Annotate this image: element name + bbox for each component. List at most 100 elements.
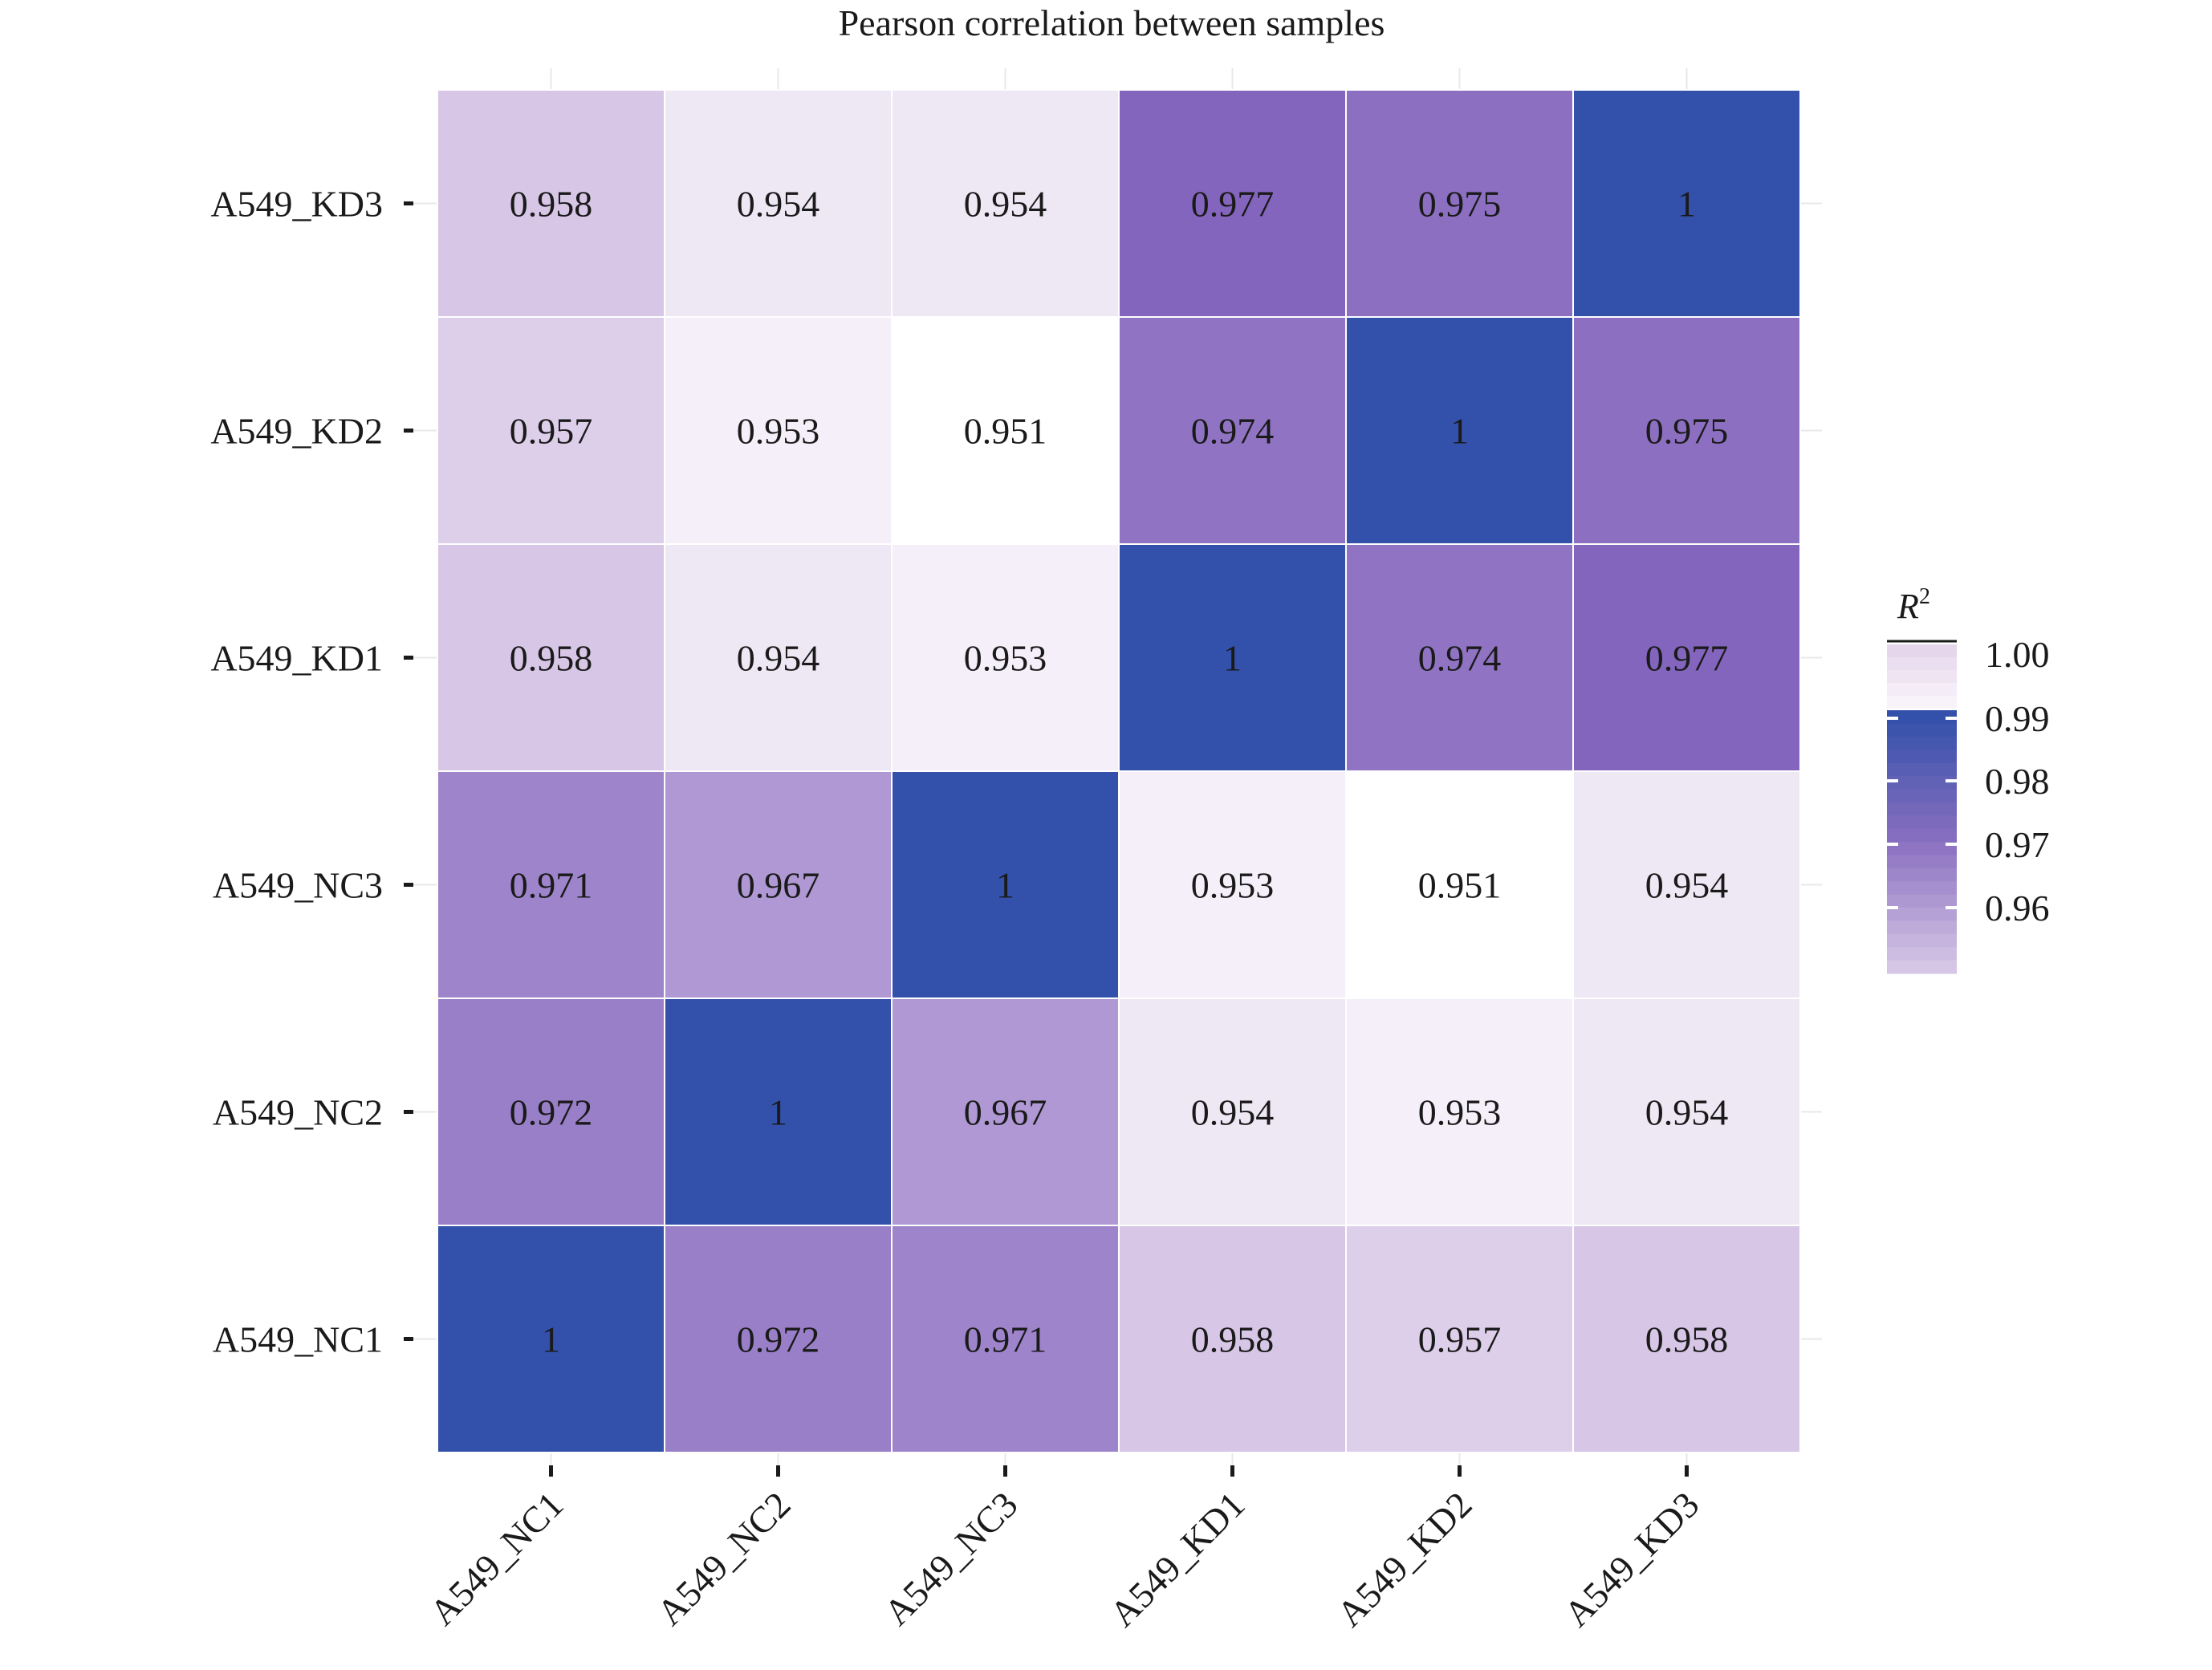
cell-value-label: 1 <box>1223 638 1242 679</box>
cell-value-label: 0.954 <box>737 184 820 225</box>
legend-color-step <box>1887 894 1957 908</box>
y-tick-label: A549_NC2 <box>213 1092 383 1133</box>
cell-value-label: 0.971 <box>510 865 593 906</box>
cell-value-label: 0.953 <box>1418 1092 1502 1133</box>
legend-tick-label: 1.00 <box>1985 634 2050 675</box>
legend-tick-label: 0.96 <box>1985 888 2050 928</box>
legend-color-step <box>1887 750 1957 764</box>
legend-color-step <box>1887 723 1957 737</box>
legend-color-step <box>1887 960 1957 974</box>
heatmap-cell <box>437 1225 665 1453</box>
x-tick-label: A549_NC1 <box>422 1484 571 1633</box>
cell-value-label: 1 <box>1677 184 1696 225</box>
legend-color-step <box>1887 802 1957 816</box>
legend-color-step <box>1887 828 1957 843</box>
y-tick-label: A549_KD2 <box>210 411 383 452</box>
cell-value-label: 0.975 <box>1418 184 1502 225</box>
cell-value-label: 0.954 <box>964 184 1047 225</box>
cell-value-label: 0.971 <box>964 1319 1047 1360</box>
cell-value-label: 1 <box>769 1092 787 1133</box>
heatmap-cell <box>664 1225 893 1453</box>
x-tick-label: A549_KD1 <box>1102 1484 1253 1635</box>
heatmap-cell <box>891 543 1120 772</box>
cell-value-label: 0.951 <box>964 411 1047 452</box>
cell-value-label: 0.977 <box>1645 638 1729 679</box>
legend-color-step <box>1887 947 1957 961</box>
heatmap-cell <box>664 316 893 545</box>
x-tick-label: A549_NC3 <box>876 1484 1026 1633</box>
heatmap-cell <box>664 89 893 318</box>
cell-value-label: 0.954 <box>737 638 820 679</box>
cell-value-label: 0.954 <box>1645 865 1729 906</box>
heatmap-cell <box>1572 543 1801 772</box>
legend-tick-label: 0.97 <box>1985 824 2050 865</box>
cell-value-label: 0.953 <box>964 638 1047 679</box>
heatmap-cell <box>437 770 665 999</box>
y-tick-label: A549_KD3 <box>210 184 383 225</box>
cell-value-label: 0.953 <box>737 411 820 452</box>
legend-color-step <box>1887 815 1957 830</box>
legend-color-step <box>1887 881 1957 896</box>
cell-value-label: 0.958 <box>1645 1319 1729 1360</box>
x-tick-label: A549_KD3 <box>1556 1484 1707 1635</box>
heatmap-cell <box>664 543 893 772</box>
cell-value-label: 0.954 <box>1191 1092 1275 1133</box>
cell-value-label: 0.953 <box>1191 865 1275 906</box>
heatmap-cell <box>437 998 665 1226</box>
cell-value-label: 0.957 <box>510 411 593 452</box>
cell-value-label: 0.975 <box>1645 411 1729 452</box>
heatmap-cell <box>1118 770 1347 999</box>
legend-color-step <box>1887 842 1957 855</box>
x-tick-label: A549_NC2 <box>649 1484 799 1633</box>
heatmap-cell <box>1345 998 1574 1226</box>
heatmap-cells: 1 0.972 0.971 0.958 0.957 0.958 0.972 1 0.967 0.9… <box>437 89 1801 1453</box>
legend-color-step <box>1887 644 1957 657</box>
heatmap-cell <box>1572 316 1801 545</box>
heatmap-cell <box>1345 1225 1574 1453</box>
cell-value-label: 0.977 <box>1191 184 1275 225</box>
x-tick-label: A549_KD2 <box>1329 1484 1480 1635</box>
heatmap-cell <box>1572 998 1801 1226</box>
cell-value-label: 0.972 <box>737 1319 820 1360</box>
cell-value-label: 0.957 <box>1418 1319 1502 1360</box>
color-legend: R2 1.00 0.99 0.98 0.97 0.96 <box>1887 584 2050 974</box>
heatmap-cell <box>1118 543 1347 772</box>
cell-value-label: 0.967 <box>737 865 820 906</box>
y-tick-label: A549_NC1 <box>213 1319 383 1360</box>
legend-color-step <box>1887 920 1957 935</box>
legend-color-step <box>1887 789 1957 803</box>
legend-color-step <box>1887 710 1957 724</box>
cell-value-label: 0.958 <box>510 638 593 679</box>
legend-color-step <box>1887 933 1957 948</box>
y-tick-label: A549_KD1 <box>210 638 383 679</box>
heatmap-cell <box>1118 998 1347 1226</box>
heatmap-cell <box>1572 89 1801 318</box>
legend-color-step <box>1887 868 1957 882</box>
legend-color-step <box>1887 683 1957 696</box>
legend-tick-label: 0.98 <box>1985 761 2050 802</box>
heatmap-cell <box>1572 1225 1801 1453</box>
heatmap-cell <box>891 770 1120 999</box>
legend-color-step <box>1887 736 1957 750</box>
legend-color-step <box>1887 762 1957 777</box>
cell-value-label: 0.967 <box>964 1092 1047 1133</box>
heatmap-cell <box>437 89 665 318</box>
chart-title: Pearson correlation between samples <box>839 2 1385 43</box>
cell-value-label: 1 <box>542 1319 560 1360</box>
cell-value-label: 0.972 <box>510 1092 593 1133</box>
heatmap-cell <box>1345 89 1574 318</box>
legend-color-step <box>1887 696 1957 709</box>
cell-value-label: 0.974 <box>1191 411 1275 452</box>
legend-color-step <box>1887 855 1957 869</box>
cell-value-label: 1 <box>996 865 1015 906</box>
heatmap-cell <box>664 998 893 1226</box>
cell-value-label: 0.951 <box>1418 865 1502 906</box>
legend-tick-label: 0.99 <box>1985 698 2050 739</box>
y-tick-label: A549_NC3 <box>213 865 383 906</box>
legend-color-step <box>1887 908 1957 921</box>
heatmap-cell <box>1572 770 1801 999</box>
cell-value-label: 0.954 <box>1645 1092 1729 1133</box>
legend-color-step <box>1887 670 1957 683</box>
heatmap-cell <box>1345 316 1574 545</box>
